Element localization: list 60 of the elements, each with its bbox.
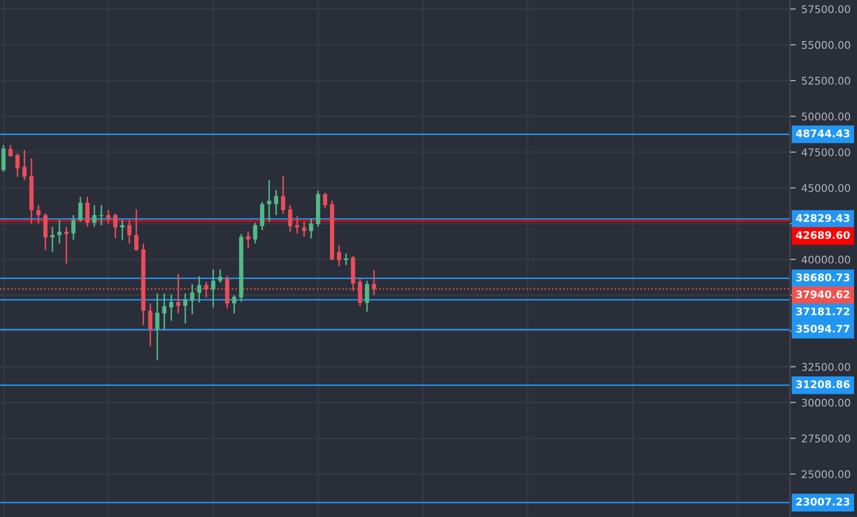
candlestick xyxy=(71,214,76,241)
ref-line-label: 42689.60 xyxy=(796,231,850,239)
candlestick xyxy=(232,294,236,314)
candlestick xyxy=(169,294,174,322)
candlestick xyxy=(1,144,6,172)
candlestick xyxy=(260,201,264,231)
candlestick xyxy=(302,221,306,238)
y-tick-label: 30000.00 xyxy=(802,398,850,407)
candlestick xyxy=(336,244,342,267)
candlestick xyxy=(322,192,328,210)
y-tick-label: 25000.00 xyxy=(802,470,850,478)
candlestick xyxy=(218,268,222,284)
ref-line-label: 38680.73 xyxy=(796,273,850,282)
candlestick xyxy=(162,292,166,331)
candlestick xyxy=(148,302,152,347)
candlestick xyxy=(183,292,188,324)
candlestick xyxy=(295,215,300,234)
candlestick xyxy=(22,149,27,181)
candlestick xyxy=(309,218,314,240)
y-tick-label: 57500.00 xyxy=(802,5,850,14)
candlestick xyxy=(267,179,272,222)
ref-line-label: 37181.72 xyxy=(796,307,850,316)
ref-line-label: 42829.43 xyxy=(796,214,850,222)
y-tick-label: 27500.00 xyxy=(802,434,850,442)
candlestick xyxy=(15,152,20,178)
candlestick xyxy=(50,226,55,252)
candlestick xyxy=(106,209,110,224)
candlestick xyxy=(281,175,286,215)
y-tick-label: 55000.00 xyxy=(802,41,850,49)
y-tick-label: 47500.00 xyxy=(802,148,850,156)
candlestick xyxy=(134,208,138,252)
candlestick xyxy=(253,222,258,244)
candlestick xyxy=(120,219,124,241)
candlestick xyxy=(190,283,194,315)
ref-line-label: 48744.43 xyxy=(796,129,850,138)
ref-line-label: 35094.77 xyxy=(796,324,850,333)
ref-line-label: 31208.86 xyxy=(796,380,850,388)
candlestick xyxy=(85,196,90,228)
y-tick-label: 50000.00 xyxy=(802,112,850,120)
candlestick xyxy=(155,292,160,361)
candlestick xyxy=(99,204,104,226)
candlestick xyxy=(43,212,48,251)
candlestick xyxy=(36,204,41,224)
y-tick-label: 52500.00 xyxy=(802,76,850,85)
ref-line-label: 37940.62 xyxy=(796,290,850,298)
candlestick xyxy=(113,212,118,240)
ref-line-label: 23007.23 xyxy=(796,498,850,506)
y-tick-label: 32500.00 xyxy=(802,362,850,371)
candlestick xyxy=(197,275,202,304)
candlestick xyxy=(246,231,250,250)
candlestick xyxy=(274,189,278,216)
y-tick-label: 45000.00 xyxy=(802,184,850,192)
candlestick xyxy=(288,204,292,232)
candlestick xyxy=(364,280,370,312)
candlestick xyxy=(92,204,96,228)
y-tick-label: 40000.00 xyxy=(802,256,850,264)
candlestick xyxy=(78,196,82,222)
candlestick xyxy=(8,144,13,158)
candlestick xyxy=(211,268,216,308)
candlestick xyxy=(127,219,132,244)
